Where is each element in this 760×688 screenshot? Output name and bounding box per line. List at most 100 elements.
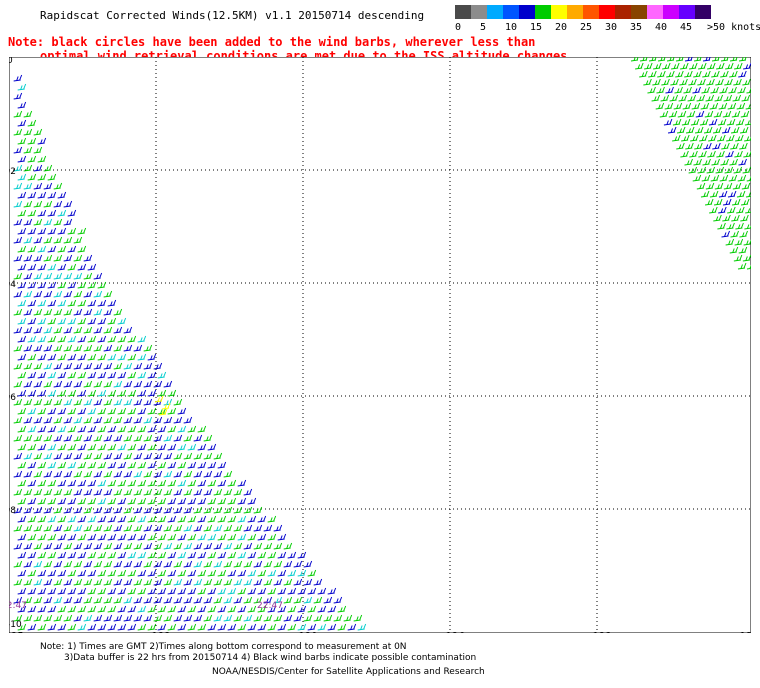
- wind-barb: [17, 479, 27, 487]
- wind-barb: [83, 308, 93, 316]
- wind-barb: [37, 551, 47, 559]
- wind-barb: [47, 263, 57, 271]
- wind-barb: [277, 587, 287, 595]
- wind-barb: [67, 461, 77, 469]
- wind-barb: [735, 118, 745, 126]
- wind-barb: [27, 497, 37, 505]
- wind-barb: [167, 605, 177, 613]
- wind-barb: [257, 569, 267, 577]
- wind-barb: [127, 605, 137, 613]
- wind-barb: [157, 551, 167, 559]
- wind-barb: [669, 94, 679, 102]
- wind-barb: [707, 62, 716, 70]
- wind-barb: [217, 587, 227, 595]
- wind-barb: [680, 62, 689, 70]
- wind-barb: [664, 102, 674, 110]
- wind-barb-map: -135 -132 -129 -126 -123 -120 0 -2 -4 -6 -8 -10 22:4…: [9, 57, 751, 633]
- wind-barb: [13, 542, 23, 550]
- wind-barb: [43, 254, 53, 262]
- wind-barb: [147, 533, 157, 541]
- wind-barb: [725, 150, 734, 158]
- wind-barb: [167, 551, 177, 559]
- wind-barb: [696, 94, 706, 102]
- wind-barb: [303, 560, 313, 568]
- wind-barb: [127, 335, 137, 343]
- wind-barb: [173, 452, 183, 460]
- wind-barb: [690, 134, 699, 142]
- wind-barb: [223, 488, 233, 496]
- wind-barb: [77, 479, 87, 487]
- wind-barb: [33, 560, 43, 568]
- wind-barb: [117, 515, 127, 523]
- wind-barb: [37, 209, 47, 217]
- wind-barb: [745, 192, 751, 198]
- wind-barb: [153, 434, 163, 442]
- wind-barb: [277, 533, 287, 541]
- wind-barb: [742, 78, 751, 86]
- wind-barb: [143, 362, 153, 370]
- wind-barb: [67, 515, 77, 523]
- wind-barb: [744, 136, 751, 142]
- wind-barb: [676, 126, 686, 134]
- wind-barb: [133, 488, 143, 496]
- wind-barb: [107, 587, 117, 595]
- x-tick-label: -126: [442, 631, 465, 633]
- wind-barb: [706, 166, 716, 174]
- wind-barb: [237, 479, 247, 487]
- wind-barb: [57, 335, 67, 343]
- wind-barb: [23, 524, 33, 532]
- wind-barb: [143, 398, 153, 406]
- wind-barb: [57, 407, 67, 415]
- wind-barb: [167, 569, 177, 577]
- wind-barb: [73, 524, 83, 532]
- wind-barb: [87, 299, 97, 307]
- wind-barb: [729, 158, 738, 166]
- wind-barb: [77, 335, 87, 343]
- wind-barb: [107, 605, 117, 613]
- wind-barb: [103, 470, 113, 478]
- wind-barb: [303, 614, 313, 622]
- wind-barb: [53, 542, 63, 550]
- wind-barb: [103, 452, 113, 460]
- wind-barb: [83, 434, 93, 442]
- legend-swatch: [679, 5, 695, 19]
- wind-barb: [158, 408, 168, 416]
- wind-barb: [672, 134, 681, 142]
- wind-barb: [719, 174, 729, 182]
- legend-swatch: [663, 5, 679, 19]
- wind-barb: [143, 380, 153, 388]
- wind-barb: [63, 344, 73, 352]
- wind-barb: [37, 425, 47, 433]
- wind-barb: [692, 174, 702, 182]
- wind-barb: [103, 524, 113, 532]
- wind-barb: [123, 398, 133, 406]
- wind-barb: [67, 497, 77, 505]
- wind-barb: [33, 290, 43, 298]
- wind-barb: [63, 470, 73, 478]
- wind-barb: [43, 326, 53, 334]
- wind-barb: [43, 272, 53, 280]
- wind-barb: [685, 142, 694, 150]
- wind-barb: [237, 605, 247, 613]
- wind-barb: [53, 470, 63, 478]
- wind-barb: [187, 425, 197, 433]
- wind-barb: [702, 57, 711, 62]
- wind-barb: [113, 344, 123, 352]
- wind-barb: [639, 57, 648, 62]
- legend-label: 15: [530, 22, 543, 33]
- wind-barb: [27, 317, 37, 325]
- wind-barb: [123, 416, 133, 424]
- wind-barb: [33, 596, 43, 604]
- wind-barb: [676, 142, 685, 150]
- wind-barb: [103, 578, 113, 586]
- wind-barb: [307, 605, 317, 613]
- wind-barb: [693, 57, 702, 62]
- wind-barb: [127, 497, 137, 505]
- y-tick-label: -4: [9, 280, 16, 290]
- wind-barb: [177, 551, 187, 559]
- wind-barb: [77, 497, 87, 505]
- wind-barb: [73, 506, 83, 514]
- legend-label: >50 knots: [707, 22, 760, 33]
- wind-barb: [197, 623, 207, 631]
- wind-barb: [137, 533, 147, 541]
